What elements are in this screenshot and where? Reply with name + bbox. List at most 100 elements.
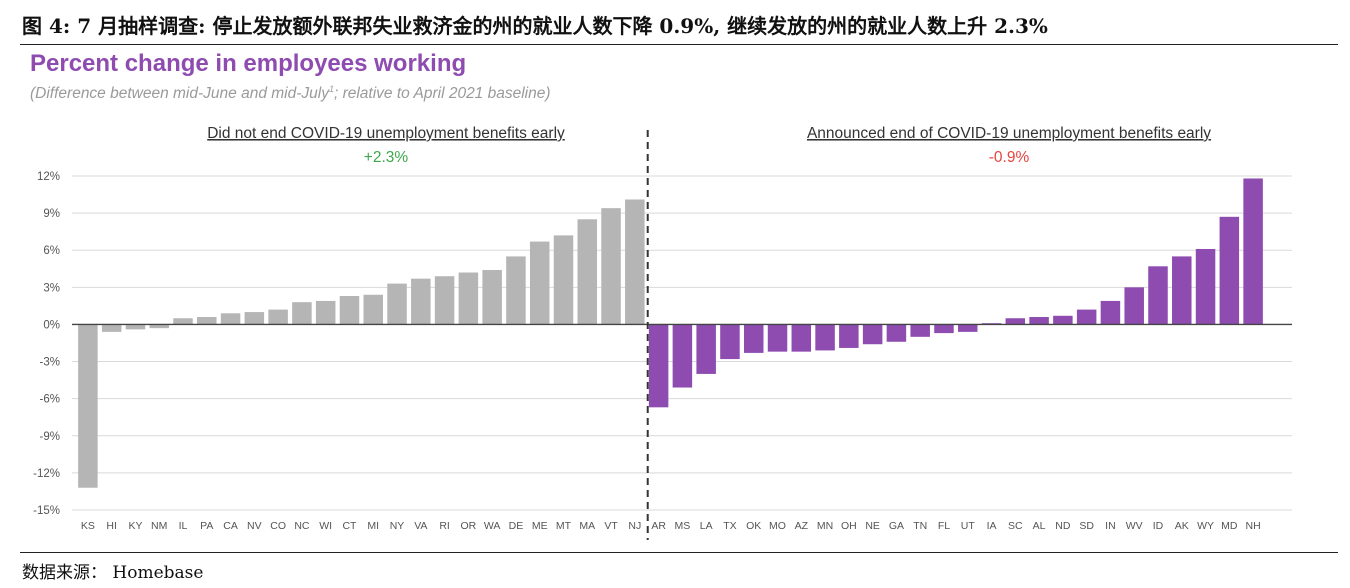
bar-ma	[577, 219, 598, 325]
x-tick-label: NE	[865, 520, 880, 532]
bar-ky	[125, 324, 146, 330]
x-tick-label: RI	[439, 520, 450, 532]
bar-mi	[363, 294, 383, 325]
y-tick-label: 3%	[43, 282, 60, 294]
x-tick-label: MN	[817, 520, 833, 532]
x-tick-label: GA	[889, 520, 904, 532]
x-tick-label: SD	[1079, 520, 1094, 532]
bar-in	[1100, 300, 1121, 325]
y-tick-label: -9%	[40, 431, 60, 443]
x-tick-label: AK	[1175, 520, 1189, 532]
x-tick-label: NH	[1246, 520, 1261, 532]
bar-ks	[78, 324, 98, 488]
bar-nc	[292, 302, 312, 325]
bottom-rule	[20, 552, 1338, 553]
chart-subtitle: (Difference between mid-June and mid-Jul…	[30, 84, 551, 103]
chart-title: Percent change in employees working	[30, 50, 467, 77]
y-tick-label: 0%	[43, 319, 60, 331]
bar-nh	[1243, 178, 1263, 325]
y-tick-label: -12%	[33, 468, 60, 480]
x-tick-label: WV	[1126, 520, 1143, 532]
x-tick-label: WY	[1197, 520, 1214, 532]
bar-sc	[1005, 318, 1026, 325]
bar-nv	[244, 312, 265, 325]
y-tick-label: 12%	[37, 171, 60, 183]
bar-nd	[1053, 315, 1073, 325]
bar-md	[1219, 216, 1240, 325]
bar-sd	[1076, 309, 1097, 325]
bar-il	[173, 318, 193, 325]
top-rule	[20, 44, 1338, 45]
x-tick-label: KY	[128, 520, 142, 532]
bar-me	[529, 241, 550, 325]
x-tick-label: AR	[651, 520, 666, 532]
bar-de	[506, 256, 526, 325]
bar-mo	[767, 324, 788, 352]
bar-va	[411, 278, 431, 325]
bar-wy	[1195, 248, 1216, 325]
bar-ne	[862, 324, 883, 345]
bar-ca	[220, 313, 241, 325]
source-note: 数据来源： Homebase	[22, 563, 204, 583]
bar-az	[791, 324, 812, 352]
x-tick-label: ND	[1055, 520, 1071, 532]
x-tick-label: CA	[223, 520, 238, 532]
bar-co	[268, 309, 288, 325]
bar-fl	[934, 324, 954, 334]
x-tick-label: TN	[913, 520, 927, 532]
y-tick-label: -3%	[40, 357, 60, 369]
x-tick-label: VA	[414, 520, 427, 532]
bar-al	[1029, 317, 1049, 325]
x-tick-label: AZ	[795, 520, 809, 532]
subtitle-post: ; relative to April 2021 baseline)	[333, 85, 551, 103]
x-tick-label: ME	[532, 520, 548, 532]
x-tick-label: FL	[938, 520, 950, 532]
bar-ar	[648, 324, 669, 408]
bar-ms	[672, 324, 693, 388]
x-tick-label: ID	[1153, 520, 1164, 532]
bar-ut	[958, 324, 978, 332]
x-tick-label: OH	[841, 520, 857, 532]
subtitle-pre: (Difference between mid-June and mid-Jul…	[30, 85, 329, 103]
bar-la	[696, 324, 716, 374]
bar-wv	[1124, 287, 1144, 325]
group-header-label: Did not end COVID-19 unemployment benefi…	[207, 125, 565, 142]
bar-ak	[1172, 256, 1192, 325]
x-tick-label: HI	[106, 520, 117, 532]
y-tick-label: 9%	[43, 208, 60, 220]
bar-or	[458, 272, 479, 325]
bar-ny	[387, 283, 407, 325]
x-tick-label: KS	[81, 520, 95, 532]
x-tick-label: NM	[151, 520, 167, 532]
bar-id	[1148, 266, 1168, 325]
x-tick-label: WI	[319, 520, 332, 532]
bar-pa	[197, 317, 217, 325]
x-tick-label: IA	[987, 520, 997, 532]
x-tick-label: TX	[723, 520, 736, 532]
bar-mn	[815, 324, 835, 351]
x-tick-label: DE	[509, 520, 524, 532]
x-tick-label: MO	[769, 520, 786, 532]
x-tick-label: PA	[200, 520, 213, 532]
bar-oh	[839, 324, 859, 348]
bar-tn	[910, 324, 930, 337]
bar-wi	[315, 300, 336, 325]
x-tick-label: SC	[1008, 520, 1023, 532]
bar-chart: 12% 9% 6% 3% 0% -3% -6% -9% -12% -15% KS HI KY NM IL PA…	[33, 125, 1292, 540]
bar-tx	[720, 324, 740, 360]
x-tick-label: MT	[556, 520, 572, 532]
y-tick-label: 6%	[43, 245, 60, 257]
bar-ok	[743, 324, 764, 353]
x-tick-label: OK	[746, 520, 761, 532]
figure-title: 图 4: 7 月抽样调查: 停止发放额外联邦失业救济金的州的就业人数下降 0.9…	[22, 14, 1048, 38]
x-tick-label: MI	[367, 520, 379, 532]
bar-hi	[101, 324, 122, 332]
x-tick-label: NJ	[628, 520, 641, 532]
x-tick-label: AL	[1033, 520, 1046, 532]
bar-mt	[553, 235, 574, 325]
y-tick-label: -15%	[33, 505, 60, 517]
group-summary-value: -0.9%	[989, 149, 1030, 166]
x-tick-label: LA	[700, 520, 713, 532]
bar-wa	[482, 270, 502, 325]
x-tick-label: VT	[604, 520, 618, 532]
